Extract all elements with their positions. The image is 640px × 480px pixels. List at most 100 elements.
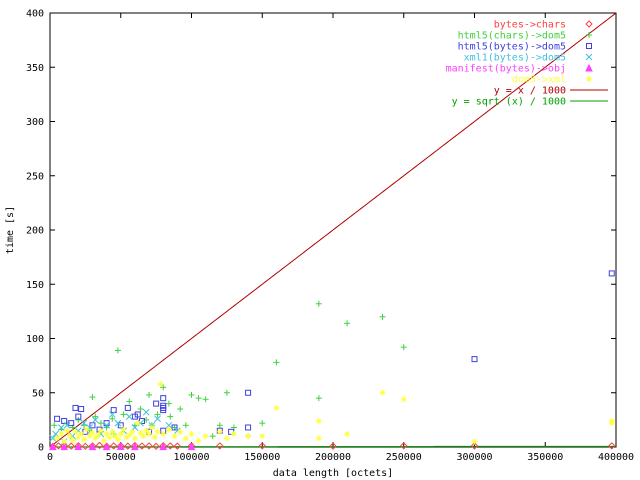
data-point: [114, 436, 121, 443]
data-point: [470, 442, 479, 450]
data-point: [80, 436, 87, 443]
data-point: [230, 430, 237, 437]
data-point: [89, 394, 96, 401]
data-point: [379, 313, 386, 320]
data-point: [80, 419, 88, 427]
data-point: [151, 434, 158, 441]
data-point: [58, 430, 65, 437]
data-point: [471, 356, 478, 363]
data-point: [124, 404, 131, 411]
data-point: [245, 424, 252, 431]
legend-label: html5(bytes)->dom5: [458, 42, 566, 53]
data-point: [195, 437, 202, 444]
y-tick-label: 0: [38, 443, 44, 454]
data-point: [74, 442, 83, 450]
data-point: [75, 416, 82, 423]
data-point: [109, 428, 116, 435]
data-point: [400, 442, 408, 450]
data-point: [195, 395, 202, 402]
data-point: [182, 435, 189, 442]
legend-label: bytes->chars: [494, 20, 566, 31]
legend-marker: [585, 20, 593, 28]
data-point: [102, 442, 111, 451]
data-point: [54, 442, 63, 450]
data-point: [153, 400, 160, 407]
data-point: [471, 438, 478, 445]
data-point: [146, 430, 153, 437]
data-point: [245, 433, 252, 440]
legend-marker: [585, 53, 593, 61]
data-point: [188, 430, 195, 437]
data-point: [223, 389, 230, 396]
data-point: [166, 442, 174, 450]
data-point: [69, 437, 76, 444]
data-point: [120, 426, 127, 433]
data-point: [400, 396, 407, 403]
data-point: [126, 398, 133, 405]
data-point: [78, 430, 85, 437]
data-point: [97, 420, 104, 427]
data-point: [109, 415, 116, 422]
legend-label: manifest(bytes)->obj: [446, 64, 566, 75]
data-point: [138, 442, 146, 450]
data-point: [72, 404, 79, 411]
data-point: [145, 442, 153, 450]
data-point: [400, 344, 407, 351]
legend-label: dom5->xml: [512, 75, 566, 86]
legend-marker: [585, 63, 593, 72]
data-point: [273, 359, 280, 366]
data-point: [315, 435, 322, 442]
data-point: [157, 381, 164, 388]
y-tick-label: 400: [26, 9, 44, 20]
data-point: [51, 422, 58, 429]
data-point: [114, 419, 122, 427]
legend-marker: [586, 32, 592, 38]
data-point: [81, 442, 90, 451]
data-point: [78, 406, 85, 413]
data-point: [61, 438, 68, 445]
data-point: [131, 442, 139, 451]
x-tick-label: 50000: [106, 452, 136, 463]
data-point: [165, 400, 172, 407]
legend-marker: [586, 76, 592, 82]
legend-label: xml1(bytes)->dom5: [464, 53, 566, 64]
data-point: [171, 433, 178, 440]
y-tick-label: 50: [32, 388, 44, 399]
data-point: [187, 442, 196, 451]
data-point: [129, 428, 136, 435]
data-point: [259, 420, 266, 427]
data-point: [95, 441, 104, 450]
data-point: [216, 422, 223, 429]
data-point: [159, 442, 168, 451]
data-point: [259, 433, 266, 440]
data-point: [131, 424, 139, 431]
data-points: [49, 270, 616, 451]
data-point: [258, 442, 266, 450]
data-point: [66, 433, 73, 440]
x-tick-label: 250000: [386, 452, 422, 463]
data-point: [57, 424, 65, 431]
data-point: [160, 384, 167, 391]
data-point: [223, 435, 230, 442]
data-point: [315, 300, 322, 307]
data-point: [209, 433, 216, 440]
data-point: [608, 417, 615, 424]
data-point: [91, 416, 99, 424]
data-point: [177, 428, 184, 435]
data-point: [89, 429, 96, 436]
x-tick-label: 0: [47, 452, 53, 463]
data-point: [152, 442, 160, 451]
data-point: [148, 424, 155, 431]
data-point: [173, 442, 182, 450]
x-tick-label: 150000: [244, 452, 280, 463]
x-tick-label: 300000: [456, 452, 492, 463]
data-point: [160, 407, 167, 414]
legend-label: y = sqrt (x) / 1000: [452, 97, 566, 108]
legend-label: html5(chars)->dom5: [458, 31, 566, 42]
x-tick-label: 100000: [173, 452, 209, 463]
data-point: [182, 422, 189, 429]
data-point: [315, 395, 322, 402]
data-point: [114, 347, 121, 354]
data-point: [109, 442, 118, 450]
